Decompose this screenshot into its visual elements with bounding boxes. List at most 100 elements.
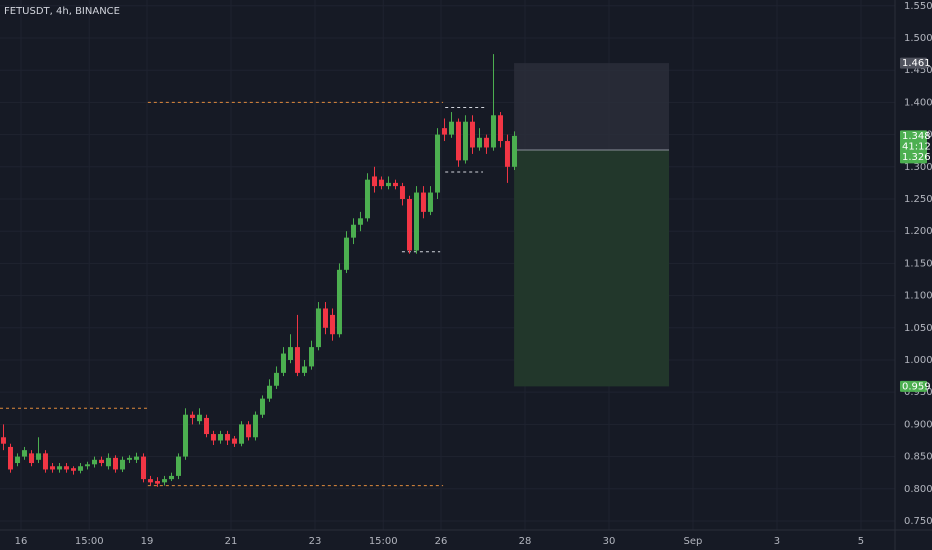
y-tick-label: 1.050 [904,323,932,334]
candle-body [246,424,252,438]
x-tick-label: 5 [858,536,864,547]
x-tick-label: Sep [684,536,703,547]
candle-body [15,456,21,464]
candle-body [441,128,447,135]
candle-body [259,398,265,415]
candle-body [477,137,483,148]
stop-badge-bg [900,57,927,69]
candle-body [141,456,147,480]
y-tick-label: 1.150 [904,258,932,269]
candle-body [120,459,126,470]
candle-body [147,479,153,483]
candle-body [504,141,510,167]
candle-body [105,457,111,467]
x-tick-label: 15:00 [75,536,104,547]
target-badge: 0.959 [902,381,931,392]
candle-body [7,446,13,470]
candle-body [490,115,496,148]
candle-body [301,366,307,373]
candle-body [133,456,139,460]
candle-body [42,453,48,470]
candle-body [70,468,76,471]
candle-body [448,121,454,135]
candle-body [189,414,195,418]
entry-badge: 1.326 [902,152,931,163]
y-tick-label: 1.550 [904,1,932,12]
y-tick-label: 1.000 [904,355,932,366]
candle-body [84,464,90,467]
x-tick-label: 23 [309,536,322,547]
y-tick-label: 0.750 [904,516,932,527]
x-tick-label: 30 [603,536,616,547]
candle-body [414,192,420,251]
candle-body [28,453,34,464]
candle-body [21,450,27,457]
candle-body [406,198,412,251]
y-tick-label: 1.500 [904,33,932,44]
candle-body [280,353,286,373]
candle-body [357,218,363,225]
x-tick-label: 21 [225,536,238,547]
y-tick-label: 0.800 [904,484,932,495]
candle-body [351,224,357,238]
candle-body [435,134,441,193]
target-zone [514,150,670,387]
y-tick-label: 1.450 [904,65,932,76]
candle-body [273,372,279,386]
candle-body [385,182,391,187]
candle-body [112,457,118,470]
candle-body [498,115,504,142]
y-tick-label: 0.950 [904,387,932,398]
y-tick-label: 1.250 [904,194,932,205]
candle-body [49,466,55,470]
candle-body [427,192,433,212]
candle-body [315,308,321,348]
y-tick-label: 0.850 [904,452,932,463]
y-tick-label: 1.400 [904,97,932,108]
stop-zone [514,63,670,151]
candle-body [154,481,160,484]
candle-body [204,417,210,435]
x-tick-label: 15:00 [369,536,398,547]
candle-body [288,347,294,360]
candle-body [294,347,300,373]
candle-body [0,437,6,444]
candle-body [462,121,468,161]
candle-body [483,137,489,148]
candle-body [183,414,189,457]
candle-body [469,121,475,148]
candle-body [162,479,168,483]
countdown: 41:12 [902,141,931,152]
candle-body [322,308,328,328]
y-tick-label: 1.300 [904,162,932,173]
stop-badge: 1.461 [902,58,931,69]
candle-body [309,347,315,367]
candle-body [336,269,342,335]
chart-title: FETUSDT, 4h, BINANCE [4,6,120,17]
candle-body [231,438,237,444]
candle-body [399,186,405,199]
candle-body [330,314,336,335]
x-tick-label: 26 [435,536,448,547]
candle-body [196,414,202,422]
candle-body [99,459,105,464]
candle-body [511,135,517,167]
candle-body [343,237,349,270]
candle-body [420,192,426,212]
candle-body [238,424,244,444]
candle-body [267,385,273,399]
x-tick-label: 3 [774,536,780,547]
candle-body [175,456,181,476]
candle-body [78,466,84,471]
last-price: 1.348 [902,131,931,142]
candle-body [36,453,42,460]
candle-body [372,176,378,187]
target-badge-bg [900,380,927,392]
candle-body [456,121,462,161]
x-tick-label: 19 [141,536,154,547]
candle-body [217,434,223,441]
candle-body [225,434,231,441]
candle-body [63,466,69,470]
